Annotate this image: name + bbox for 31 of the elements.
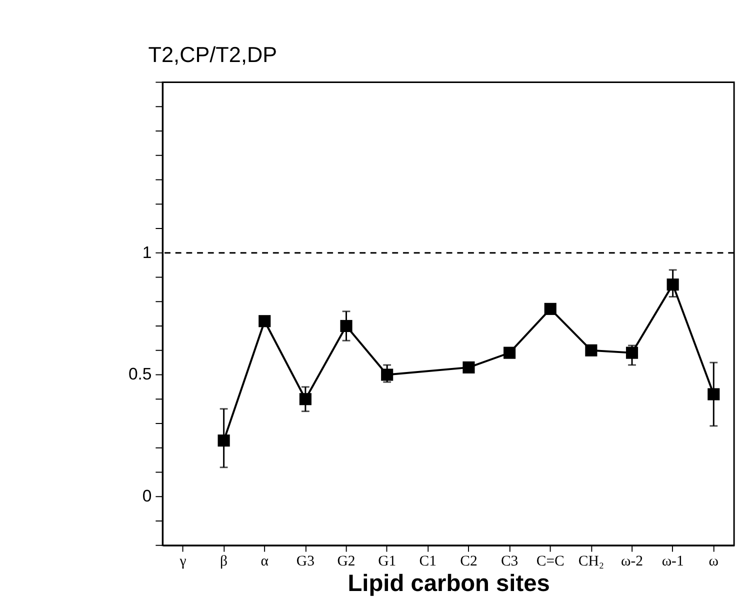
point	[340, 320, 352, 332]
x-tick-label: CH₂	[578, 554, 604, 570]
x-tick-label: γ	[178, 554, 187, 570]
point	[708, 388, 720, 400]
x-tick-label: C3	[500, 554, 518, 570]
point	[258, 315, 271, 328]
point	[504, 346, 516, 359]
point	[218, 434, 230, 447]
point	[544, 302, 556, 315]
x-tick-label: α	[260, 554, 269, 570]
y-tick-label: 0	[142, 486, 152, 506]
y-axis-title: T2,CP/T2,DP	[148, 42, 278, 68]
x-tick-label: G3	[296, 554, 314, 570]
x-tick-label: C=C	[536, 554, 565, 570]
x-axis-title: Lipid carbon sites	[348, 571, 550, 598]
x-tick-label: β	[220, 554, 228, 570]
point	[381, 368, 394, 381]
x-tick-label: G1	[378, 554, 396, 570]
point	[462, 361, 475, 374]
point	[626, 346, 638, 359]
y-tick-label: 0.5	[128, 364, 152, 384]
x-tick-label: C2	[460, 554, 478, 570]
x-tick-label: ω-2	[620, 554, 644, 570]
x-tick-label: C1	[419, 554, 437, 570]
point	[299, 393, 312, 406]
x-tick-label: G2	[337, 554, 356, 570]
y-tick-label: 1	[142, 242, 152, 262]
point	[666, 278, 679, 291]
x-tick-label: ω	[708, 554, 719, 570]
x-tick-label: ω-1	[662, 554, 684, 570]
point	[585, 344, 598, 356]
